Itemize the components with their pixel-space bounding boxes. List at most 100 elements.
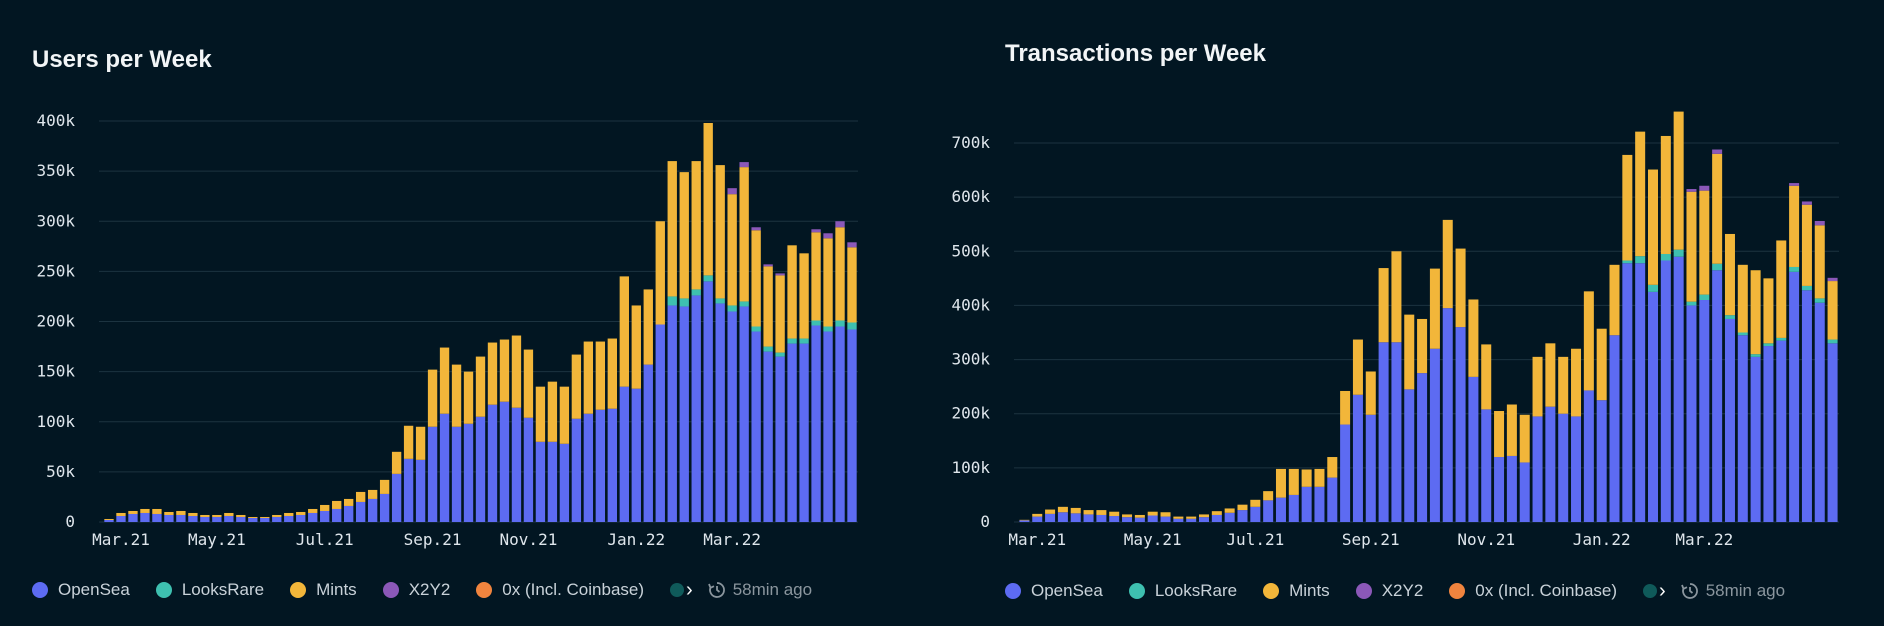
updated-text: 58min ago [732, 580, 813, 599]
bar-segment [523, 349, 534, 418]
bar-segment [332, 500, 342, 509]
bar-segment [1545, 343, 1556, 407]
bar-segment [667, 161, 677, 297]
legend-more-button[interactable]: › [670, 580, 693, 600]
bar-segment [1032, 513, 1043, 517]
bar-segment [751, 331, 761, 522]
bar-segment [1814, 220, 1825, 226]
bar-segment [835, 320, 845, 327]
bar-segment [1737, 335, 1748, 522]
bar-segment [284, 512, 294, 516]
bar-segment [152, 508, 162, 514]
bar-segment [260, 517, 270, 522]
bar-segment [415, 459, 426, 522]
bar-segment [104, 520, 114, 522]
bar-segment [847, 247, 857, 323]
bar-segment [727, 311, 737, 522]
chevron-right-icon: › [1659, 580, 1666, 602]
bar-segment [739, 162, 749, 168]
0x-swatch [1449, 583, 1466, 599]
y-tick-label: 500k [951, 241, 990, 260]
x-tick-label: Sep.21 [404, 530, 462, 549]
bar-segment [739, 167, 749, 302]
mints-swatch [290, 582, 307, 598]
legend-item-mints[interactable]: Mints [290, 580, 357, 600]
bar-segment [1314, 486, 1325, 522]
transactions-per-week-chart: 0 100k 200k 300k 400k 500k 600k 700k Mar.21 May.2… [951, 111, 1839, 549]
bar-segment [1571, 416, 1582, 522]
bar-segment [427, 369, 438, 427]
bar-segment [236, 514, 246, 517]
bar-segment [619, 276, 629, 387]
bar-segment [487, 404, 498, 522]
refresh-clock-icon [1680, 583, 1698, 599]
last-updated: 58min ago [707, 580, 812, 600]
bar-segment [823, 233, 833, 239]
legend-item-opensea[interactable]: OpenSea [32, 580, 130, 600]
bar-segment [320, 504, 330, 511]
bar-segment [715, 303, 725, 522]
bar-segment [775, 275, 785, 353]
bar-segment [1083, 510, 1094, 515]
users-per-week-panel: Users per Week 0 50k 100k 150k 200k 250k 300k 3… [32, 46, 858, 600]
legend-item-x2y2[interactable]: X2Y2 [1355, 581, 1423, 601]
bar-segment [667, 305, 677, 522]
bar-segment [1494, 411, 1505, 458]
y-tick-label: 200k [36, 312, 75, 331]
bar-segment [1019, 519, 1030, 521]
bar-segment [691, 289, 701, 296]
bar-segment [1596, 400, 1607, 522]
bar-segment [1609, 335, 1620, 522]
bar-segment [284, 515, 294, 522]
y-tick-label: 400k [36, 111, 75, 130]
bar-segment [823, 326, 833, 332]
bar-segment [1647, 284, 1658, 292]
bar-segment [775, 273, 785, 276]
bar-segment [1699, 300, 1710, 522]
bar-segment [499, 339, 510, 402]
bar-segment [1096, 514, 1107, 522]
bar-segment [308, 508, 318, 513]
bar-segment [1789, 271, 1800, 522]
bar-segment [787, 343, 797, 522]
bar-segment [1352, 394, 1363, 522]
legend-item-0x[interactable]: 0x (Incl. Coinbase) [1449, 581, 1617, 601]
legend-item-0x[interactable]: 0x (Incl. Coinbase) [476, 580, 644, 600]
bar-segment [1686, 305, 1697, 522]
bar-segment [1827, 343, 1838, 522]
bar-segment [1519, 414, 1530, 463]
bar-segment [559, 443, 570, 522]
bar-segment [691, 161, 701, 290]
bar-segment [403, 458, 414, 522]
bar-segment [1327, 477, 1338, 522]
bar-segment [1122, 514, 1133, 518]
bar-segment [1365, 371, 1376, 415]
bar-segment [1442, 308, 1453, 522]
legend-item-looksrare[interactable]: LooksRare [155, 580, 264, 600]
bar-segment [379, 479, 390, 494]
bar-segment [1173, 516, 1184, 519]
legend-item-looksrare[interactable]: LooksRare [1128, 581, 1237, 601]
bar-segment [1673, 249, 1684, 257]
legend-item-x2y2[interactable]: X2Y2 [382, 580, 450, 600]
legend-item-opensea[interactable]: OpenSea [1005, 581, 1103, 601]
bar-segment [1686, 191, 1697, 302]
bar-segment [128, 513, 138, 522]
x-tick-label: Jan.22 [1573, 530, 1631, 549]
legend-item-mints[interactable]: Mints [1263, 581, 1330, 601]
bar-segment [1199, 514, 1210, 518]
bar-segment [463, 371, 474, 424]
y-tick-label: 300k [36, 211, 75, 230]
bar-segment [1275, 497, 1286, 522]
bar-segment [176, 514, 186, 522]
legend-more-button[interactable]: › [1643, 580, 1666, 602]
bar-segment [1250, 506, 1261, 522]
x-tick-label: Nov.21 [1457, 530, 1515, 549]
bar-segment [308, 512, 318, 522]
bar-segment [1224, 508, 1235, 513]
bar-segment [823, 238, 833, 327]
bar-segment [1109, 511, 1120, 517]
bar-segment [1352, 339, 1363, 395]
bar-segment [679, 298, 689, 307]
